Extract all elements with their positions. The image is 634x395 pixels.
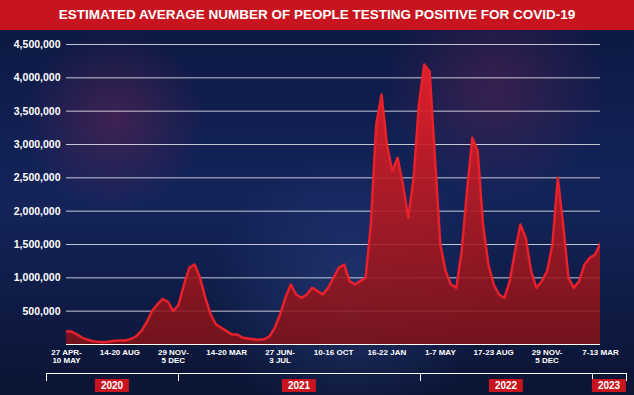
html-text:2022: 2022 bbox=[494, 380, 518, 391]
svg-text:27 APR-10 MAY: 27 APR-10 MAY bbox=[51, 348, 82, 365]
svg-text:29 NOV-5 DEC: 29 NOV-5 DEC bbox=[532, 348, 563, 365]
svg-text:10-16 OCT: 10-16 OCT bbox=[314, 348, 354, 357]
svg-text:1,500,000: 1,500,000 bbox=[14, 238, 61, 250]
svg-text:2,500,000: 2,500,000 bbox=[14, 171, 61, 183]
svg-text:27 JUN-3 JUL: 27 JUN-3 JUL bbox=[265, 348, 295, 365]
svg-text:17-23 AUG: 17-23 AUG bbox=[474, 348, 514, 357]
svg-text:500,000: 500,000 bbox=[23, 305, 61, 317]
html-text:2023: 2023 bbox=[597, 380, 621, 391]
svg-text:2,000,000: 2,000,000 bbox=[14, 205, 61, 217]
svg-text:3,500,000: 3,500,000 bbox=[14, 105, 61, 117]
svg-text:14-20 AUG: 14-20 AUG bbox=[100, 348, 140, 357]
svg-text:3,000,000: 3,000,000 bbox=[14, 138, 61, 150]
svg-text:16-22 JAN: 16-22 JAN bbox=[368, 348, 407, 357]
svg-text:1-7 MAY: 1-7 MAY bbox=[425, 348, 456, 357]
svg-text:1,000,000: 1,000,000 bbox=[14, 271, 61, 283]
svg-text:14-20 MAR: 14-20 MAR bbox=[206, 348, 247, 357]
svg-text:4,000,000: 4,000,000 bbox=[14, 71, 61, 83]
html-text:2021: 2021 bbox=[287, 380, 311, 391]
svg-text:7-13 MAR: 7-13 MAR bbox=[582, 348, 619, 357]
svg-text:4,500,000: 4,500,000 bbox=[14, 38, 61, 50]
svg-text:29 NOV-5 DEC: 29 NOV-5 DEC bbox=[158, 348, 189, 365]
html-text:2020: 2020 bbox=[100, 380, 124, 391]
html-text:ESTIMATED AVERAGE NUMBER OF PE: ESTIMATED AVERAGE NUMBER OF PEOPLE TESTI… bbox=[58, 7, 576, 22]
